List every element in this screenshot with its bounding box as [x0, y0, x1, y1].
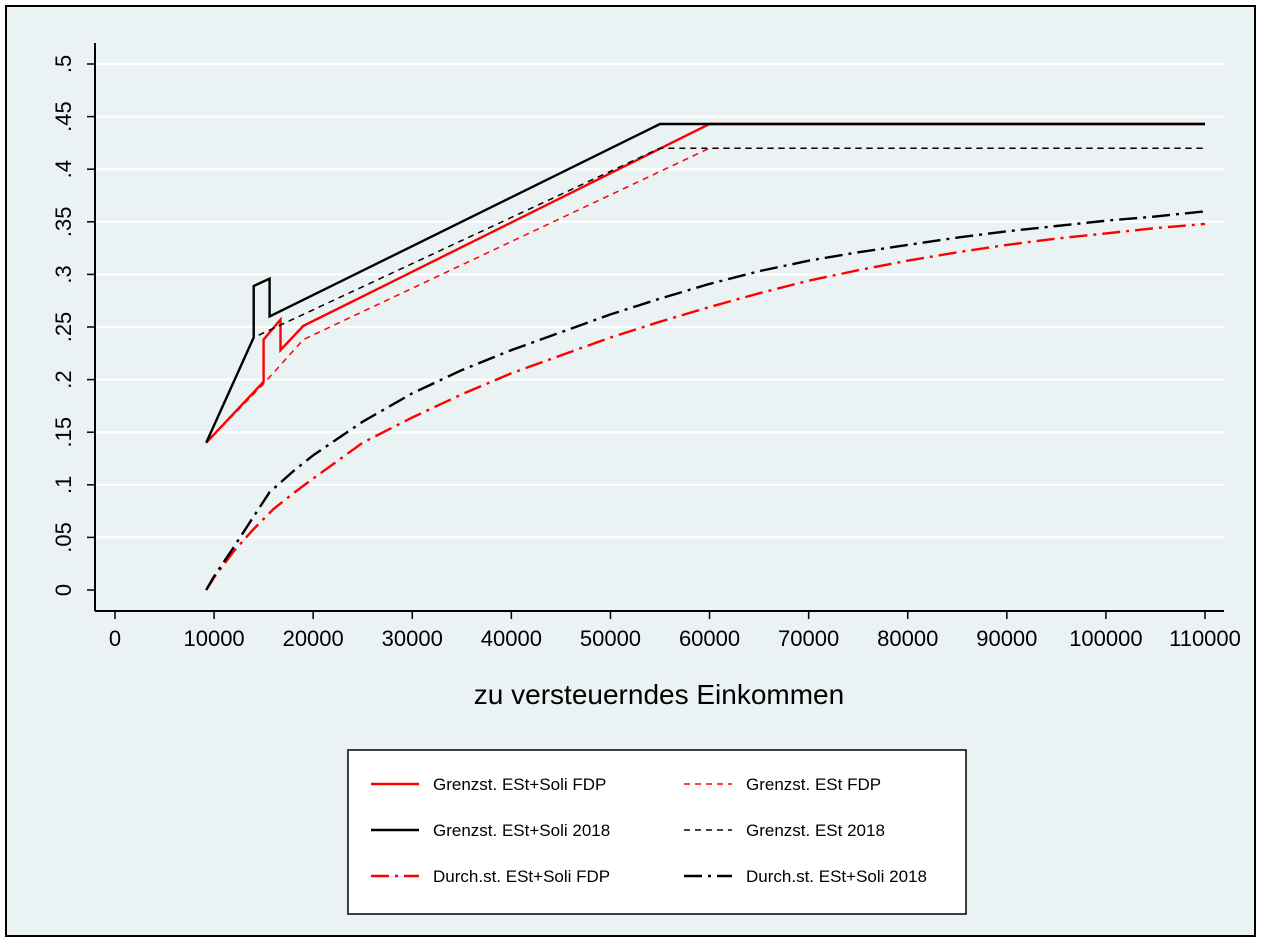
x-axis-title: zu versteuerndes Einkommen — [474, 679, 844, 710]
x-tick-label: 20000 — [283, 626, 344, 651]
y-tick-label: .45 — [51, 101, 76, 132]
y-tick-label: .4 — [51, 160, 76, 178]
y-tick-label: .3 — [51, 265, 76, 283]
legend-label: Durch.st. ESt+Soli 2018 — [746, 867, 927, 886]
x-tick-label: 70000 — [778, 626, 839, 651]
gridlines — [95, 62, 1224, 539]
x-tick-label: 100000 — [1069, 626, 1142, 651]
legend-label: Grenzst. ESt+Soli FDP — [433, 775, 606, 794]
y-tick-label: .1 — [51, 476, 76, 494]
x-tick-label: 10000 — [183, 626, 244, 651]
y-axis-ticks: 0 .05 .1 .15 .2 .25 .3 .35 .4 .45 .5 — [51, 55, 95, 596]
x-axis-ticks: 0 10000 20000 30000 40000 50000 60000 70000 8000… — [109, 611, 1241, 651]
legend-label: Grenzst. ESt 2018 — [746, 821, 885, 840]
x-tick-label: 110000 — [1169, 626, 1241, 651]
legend-box — [347, 749, 967, 915]
series-group — [205, 122, 1206, 591]
y-tick-label: .15 — [51, 417, 76, 448]
y-tick-label: 0 — [51, 584, 76, 596]
y-tick-label: .2 — [51, 370, 76, 388]
x-tick-label: 80000 — [877, 626, 938, 651]
series-line-4 — [205, 222, 1206, 591]
y-tick-label: .25 — [51, 312, 76, 343]
legend-label: Grenzst. ESt FDP — [746, 775, 881, 794]
chart-frame: 0 .05 .1 .15 .2 .25 .3 .35 .4 .45 .5 0 10000 20000 30… — [5, 5, 1256, 937]
legend-label: Grenzst. ESt+Soli 2018 — [433, 821, 610, 840]
series-line-0 — [205, 122, 1205, 444]
legend: Grenzst. ESt+Soli FDP Grenzst. ESt FDP Gre… — [347, 749, 967, 915]
x-tick-label: 0 — [109, 626, 121, 651]
x-tick-label: 40000 — [481, 626, 542, 651]
series-line-5 — [205, 210, 1206, 591]
y-tick-label: .35 — [51, 207, 76, 238]
x-tick-label: 30000 — [382, 626, 443, 651]
x-tick-label: 50000 — [580, 626, 641, 651]
legend-label: Durch.st. ESt+Soli FDP — [433, 867, 610, 886]
series-line-3 — [205, 147, 1205, 444]
x-tick-label: 60000 — [679, 626, 740, 651]
x-tick-label: 90000 — [976, 626, 1037, 651]
tax-rate-chart: 0 .05 .1 .15 .2 .25 .3 .35 .4 .45 .5 0 10000 20000 30… — [51, 43, 1241, 915]
y-tick-label: .05 — [51, 522, 76, 553]
y-tick-label: .5 — [51, 55, 76, 73]
